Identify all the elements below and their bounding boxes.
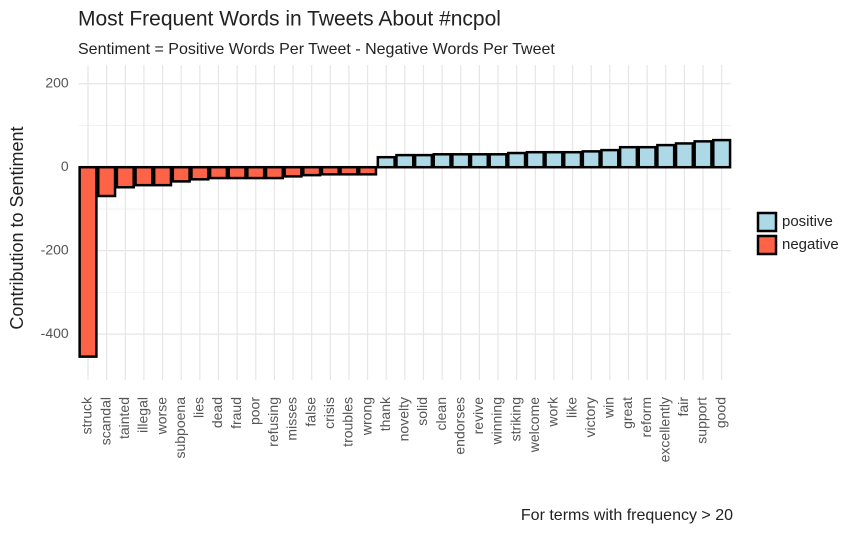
bar <box>712 138 732 169</box>
legend-label: positive <box>782 213 833 230</box>
y-axis-label: Contribution to Sentiment <box>7 126 27 329</box>
x-tick-label: poor <box>246 397 262 425</box>
bar <box>190 165 210 181</box>
x-tick-label: endorses <box>451 397 467 455</box>
bar <box>302 165 322 177</box>
y-tick-label: 200 <box>45 74 69 90</box>
x-tick-label: great <box>619 397 635 429</box>
bar <box>562 150 583 169</box>
x-tick-label: like <box>563 397 579 418</box>
bar <box>488 153 508 169</box>
legend-swatch <box>756 234 778 256</box>
chart-title: Most Frequent Words in Tweets About #ncp… <box>78 8 501 31</box>
x-tick-label: illegal <box>135 397 151 433</box>
bar <box>78 165 98 358</box>
bar <box>283 165 303 178</box>
caption: For terms with frequency > 20 <box>521 507 733 524</box>
grid <box>78 65 731 380</box>
x-tick-label: crisis <box>321 397 337 429</box>
x-tick-label: excellently <box>656 397 672 462</box>
y-tick-label: -200 <box>41 241 69 257</box>
bar <box>264 165 285 180</box>
x-tick-label: wrong <box>358 397 374 436</box>
x-tick-label: revive <box>470 397 486 435</box>
x-tick-label: thank <box>377 396 393 431</box>
x-tick-label: support <box>694 397 710 444</box>
x-tick-label: refusing <box>265 397 281 447</box>
x-tick-label: worse <box>153 397 169 436</box>
bar <box>395 153 415 169</box>
bar <box>507 151 527 169</box>
bar <box>525 150 545 169</box>
bar <box>376 155 396 169</box>
legend-label: negative <box>782 236 839 253</box>
x-tick-label: troubles <box>340 397 356 447</box>
chart-subtitle: Sentiment = Positive Words Per Tweet - N… <box>78 41 555 58</box>
bars <box>78 138 732 358</box>
x-tick-label: clean <box>433 397 449 430</box>
x-tick-label: false <box>302 397 318 427</box>
x-tick-label: struck <box>79 396 95 434</box>
bar <box>246 165 266 180</box>
x-tick-label: work <box>545 396 561 428</box>
bar <box>469 153 490 169</box>
bar <box>208 165 229 180</box>
y-tick-label: -400 <box>41 325 69 341</box>
bar <box>693 140 713 169</box>
bar <box>674 142 695 169</box>
x-tick-label: solid <box>414 397 430 426</box>
x-tick-label: dead <box>209 397 225 428</box>
bar <box>134 165 154 187</box>
x-tick-label: novelty <box>396 397 412 441</box>
x-tick-label: welcome <box>526 397 542 453</box>
x-tick-label: fair <box>675 397 691 417</box>
bar <box>227 165 247 180</box>
x-tick-label: scandal <box>97 397 113 445</box>
bar <box>600 148 620 169</box>
bar <box>544 150 564 169</box>
bar <box>581 150 601 169</box>
bar <box>656 143 676 169</box>
bar <box>339 165 359 176</box>
bar <box>320 165 340 176</box>
x-tick-label: victory <box>582 397 598 437</box>
legend-swatch <box>756 211 778 233</box>
bar <box>171 165 191 183</box>
x-tick-label: tainted <box>116 397 132 439</box>
y-tick-label: 0 <box>61 158 69 174</box>
bar <box>97 165 117 198</box>
x-tick-label: winning <box>489 397 505 445</box>
x-tick-label: fraud <box>228 397 244 429</box>
x-tick-label: misses <box>284 397 300 441</box>
bar <box>152 165 173 187</box>
x-tick-label: win <box>601 397 617 419</box>
x-tick-label: good <box>712 397 728 428</box>
bar <box>413 153 434 169</box>
bar <box>115 165 135 189</box>
x-tick-label: striking <box>507 397 523 441</box>
x-tick-label: subpoena <box>172 397 188 459</box>
bar <box>637 145 657 169</box>
bar <box>618 145 639 169</box>
bar <box>357 165 378 176</box>
bar <box>451 153 471 169</box>
bar <box>432 153 452 169</box>
x-tick-label: reform <box>638 397 654 437</box>
x-tick-label: lies <box>191 397 207 418</box>
